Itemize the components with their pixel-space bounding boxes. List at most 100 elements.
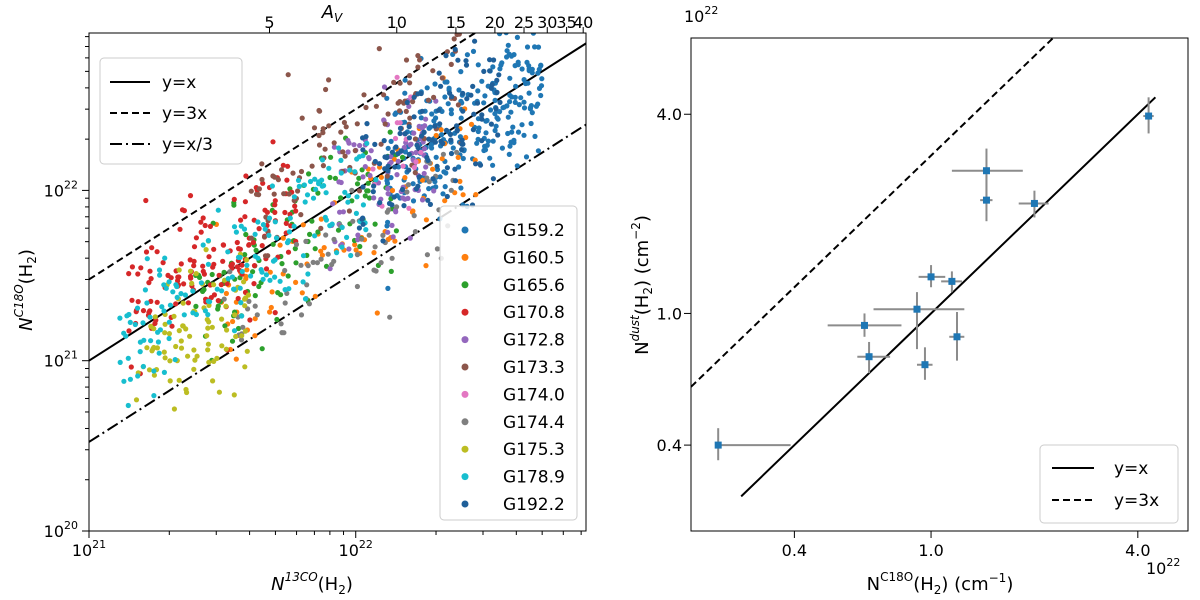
point bbox=[198, 219, 204, 225]
point bbox=[165, 272, 171, 278]
top-tick-label: 40 bbox=[573, 13, 593, 32]
point bbox=[137, 349, 143, 355]
point bbox=[140, 308, 147, 314]
point bbox=[298, 312, 305, 318]
point bbox=[285, 273, 291, 279]
point bbox=[427, 201, 433, 207]
point bbox=[352, 148, 358, 154]
point bbox=[516, 102, 522, 108]
point bbox=[439, 156, 445, 162]
point bbox=[250, 269, 256, 275]
y-tick-label: 1.0 bbox=[657, 304, 682, 323]
point bbox=[418, 133, 425, 139]
point bbox=[429, 145, 435, 151]
point bbox=[362, 164, 368, 170]
point bbox=[128, 364, 134, 370]
point bbox=[256, 192, 262, 198]
point bbox=[354, 194, 360, 200]
point bbox=[487, 155, 493, 161]
point bbox=[239, 262, 245, 268]
point bbox=[221, 269, 227, 275]
point bbox=[473, 161, 479, 167]
point bbox=[121, 378, 127, 384]
point bbox=[385, 219, 391, 225]
left-reference-lines bbox=[89, 33, 586, 443]
point bbox=[406, 205, 412, 211]
marker bbox=[1030, 199, 1038, 207]
point bbox=[215, 207, 221, 213]
point bbox=[382, 121, 388, 127]
legend-marker-G170.8 bbox=[461, 308, 469, 316]
point bbox=[166, 335, 172, 342]
right-data-points bbox=[714, 97, 1154, 461]
point bbox=[242, 364, 248, 370]
point bbox=[373, 177, 379, 183]
point bbox=[360, 184, 366, 190]
point bbox=[252, 231, 258, 237]
point bbox=[198, 229, 204, 235]
point bbox=[242, 214, 248, 220]
point bbox=[154, 299, 160, 305]
point bbox=[148, 338, 154, 344]
point bbox=[452, 178, 459, 184]
point bbox=[323, 190, 329, 196]
point bbox=[338, 157, 344, 163]
point bbox=[285, 163, 291, 169]
point bbox=[385, 191, 391, 197]
data-point-5 bbox=[916, 347, 933, 380]
point bbox=[487, 57, 493, 63]
series-G192.2 bbox=[356, 38, 503, 244]
point bbox=[331, 144, 337, 150]
point bbox=[346, 140, 352, 146]
point bbox=[445, 101, 451, 107]
point bbox=[507, 75, 513, 81]
point bbox=[173, 282, 179, 288]
point bbox=[144, 300, 150, 306]
point bbox=[242, 199, 248, 205]
point bbox=[364, 188, 370, 194]
point bbox=[413, 186, 419, 192]
point bbox=[277, 242, 283, 248]
point bbox=[514, 34, 521, 41]
point bbox=[161, 369, 167, 375]
point bbox=[312, 293, 318, 299]
point bbox=[442, 184, 448, 190]
point bbox=[360, 147, 366, 153]
point bbox=[400, 163, 406, 169]
point bbox=[238, 217, 244, 223]
point bbox=[244, 348, 250, 354]
point bbox=[286, 229, 293, 235]
point bbox=[389, 222, 395, 228]
point bbox=[156, 267, 163, 273]
point bbox=[352, 242, 358, 248]
point bbox=[151, 326, 157, 332]
point bbox=[370, 189, 376, 195]
point bbox=[323, 86, 329, 93]
point bbox=[316, 107, 322, 114]
point bbox=[271, 191, 277, 197]
point bbox=[497, 66, 503, 72]
point bbox=[234, 239, 240, 246]
point bbox=[354, 156, 360, 162]
point bbox=[371, 250, 377, 256]
point bbox=[298, 262, 304, 268]
y-tick-label: 1021 bbox=[44, 349, 78, 371]
point bbox=[301, 182, 307, 188]
point bbox=[140, 363, 146, 370]
point bbox=[476, 125, 482, 131]
point bbox=[325, 251, 331, 257]
point bbox=[458, 69, 464, 75]
point bbox=[172, 357, 178, 363]
legend-label-G160.5: G160.5 bbox=[503, 248, 565, 268]
point bbox=[229, 274, 235, 280]
point bbox=[166, 331, 172, 337]
point bbox=[518, 95, 524, 101]
point bbox=[206, 254, 212, 260]
point bbox=[233, 356, 239, 362]
point bbox=[210, 378, 216, 384]
point bbox=[437, 174, 443, 180]
point bbox=[340, 149, 346, 155]
point bbox=[211, 246, 217, 252]
point bbox=[298, 168, 305, 175]
point bbox=[455, 57, 461, 63]
